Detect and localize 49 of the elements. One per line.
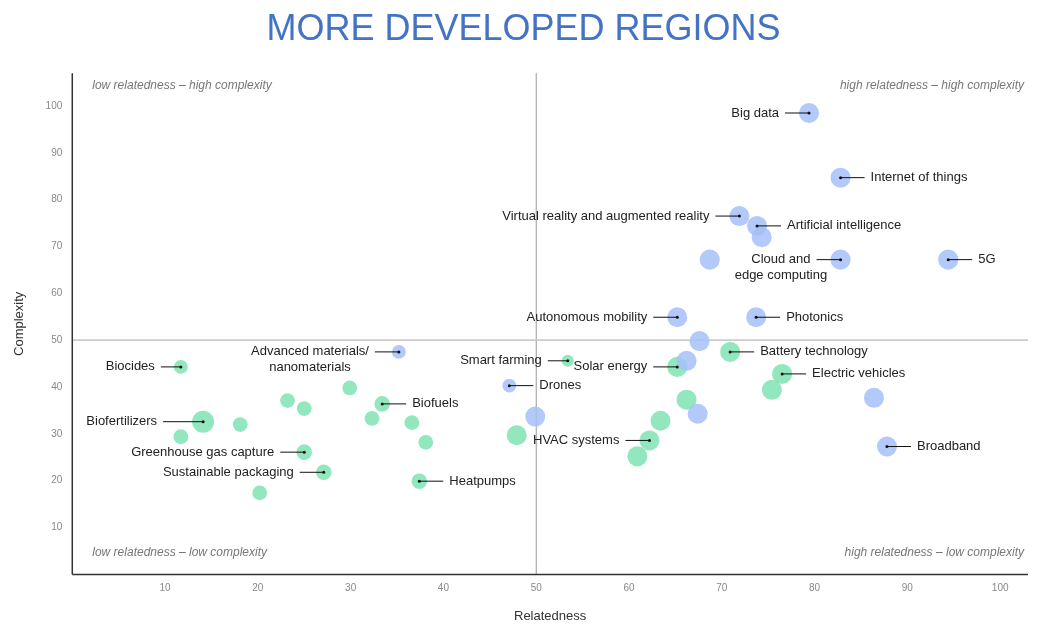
annotation: Big data: [731, 104, 780, 120]
x-tick-label: 100: [991, 582, 1009, 594]
y-tick-label: 10: [51, 521, 63, 533]
annotation: high relatedness – low complexity: [844, 544, 1025, 559]
y-tick-label: 30: [51, 427, 63, 439]
x-axis-title: Relatedness: [514, 607, 587, 623]
annotation: Broadband: [916, 438, 981, 454]
annotation: Biofertilizers: [86, 413, 158, 429]
annotation: Heatpumps: [449, 472, 517, 488]
annotation: Virtual reality and augmented reality: [502, 207, 710, 223]
annotation: 5G: [978, 251, 996, 267]
annotation: Biocides: [105, 358, 156, 374]
x-tick-label: 70: [716, 582, 728, 594]
annotation: low relatedness – high complexity: [92, 77, 273, 92]
annotation: Sustainable packaging: [162, 463, 294, 479]
x-tick-label: 20: [252, 582, 264, 594]
x-tick-label: 60: [623, 582, 636, 594]
annotation: Artificial intelligence: [787, 217, 902, 233]
annotation: Electric vehicles: [812, 365, 906, 381]
annotation: Biofuels: [412, 395, 459, 411]
annotation: Drones: [539, 377, 582, 393]
y-axis-title: Complexity: [11, 291, 27, 356]
y-tick-label: 90: [51, 146, 63, 158]
y-tick-label: 60: [51, 287, 63, 299]
y-tick-label: 20: [51, 474, 63, 486]
annotation: Photonics: [786, 308, 844, 324]
x-tick-label: 50: [530, 582, 543, 594]
annotation: Internet of things: [870, 169, 968, 185]
annotation: Battery technology: [760, 343, 869, 359]
x-tick-label: 90: [901, 582, 914, 594]
annotation: low relatedness – low complexity: [92, 544, 269, 559]
annotation: Cloud and edge computing: [734, 251, 828, 283]
x-tick-label: 80: [809, 582, 821, 594]
y-tick-label: 80: [51, 193, 63, 205]
annotation: high relatedness – high complexity: [839, 77, 1025, 92]
annotation: Autonomous mobility: [526, 308, 648, 324]
annotation: Greenhouse gas capture: [131, 443, 275, 459]
x-tick-label: 10: [159, 582, 172, 594]
y-tick-label: 50: [51, 333, 63, 345]
x-tick-label: 30: [345, 582, 357, 594]
x-tick-label: 40: [437, 582, 450, 594]
y-tick-label: 100: [45, 99, 63, 111]
y-tick-label: 40: [51, 380, 63, 392]
annotation: HVAC systems: [532, 432, 620, 448]
annotation: Smart farming: [460, 352, 542, 368]
y-tick-label: 70: [51, 240, 63, 252]
annotation: Solar energy: [573, 358, 648, 374]
annotation: Advanced materials/ nanomaterials: [251, 343, 370, 375]
chart-title: MORE DEVELOPED REGIONS: [266, 6, 781, 48]
